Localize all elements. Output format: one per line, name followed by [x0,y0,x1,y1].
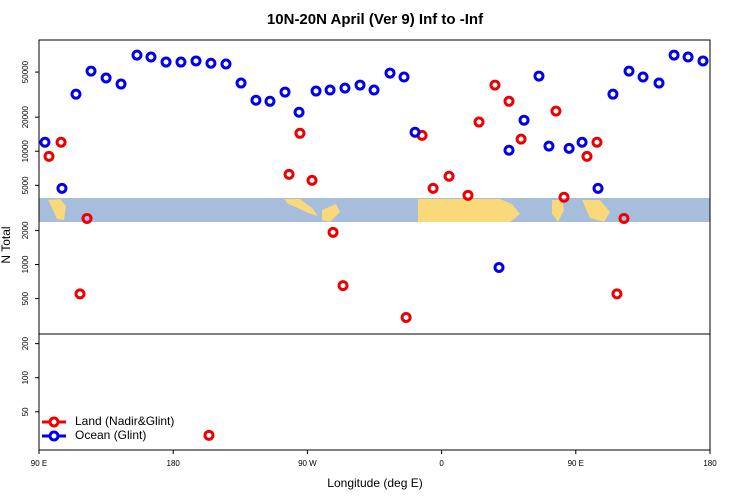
y-tick-label: 50 [21,407,30,416]
point [637,71,649,83]
point [503,144,515,156]
point [398,71,410,83]
point [354,79,366,91]
point [581,150,593,162]
point [515,133,527,145]
point [324,84,336,96]
legend-marker [48,430,60,442]
x-tick-label: 180 [167,459,181,468]
point [682,51,694,63]
point [203,429,215,441]
point [55,136,67,148]
point [576,136,588,148]
plot-frame [38,39,711,451]
x-axis-label: Longitude (deg E) [327,476,422,490]
point [697,55,709,67]
y-tick-label: 100 [21,371,30,385]
point [518,114,530,126]
point [250,94,262,106]
point [131,49,143,61]
point [115,78,127,90]
point [327,226,339,238]
point [74,288,86,300]
point [56,182,68,194]
point [220,58,232,70]
point [473,116,485,128]
point [70,88,82,100]
point [653,77,665,89]
x-tick-label: 90 W [298,459,317,468]
point [175,56,187,68]
point [618,212,630,224]
point [591,136,603,148]
legend-label: Land (Nadir&Glint) [75,414,174,428]
point [339,82,351,94]
point [306,174,318,186]
point [400,312,412,324]
point [39,136,51,148]
y-tick-label: 20000 [21,105,30,128]
ocean-band [39,198,710,222]
y-tick-label: 10000 [21,140,30,163]
y-tick-label: 50000 [21,60,30,83]
point [493,262,505,274]
point [235,77,247,89]
point [550,105,562,117]
y-tick-label: 5000 [21,176,30,194]
point [160,56,172,68]
point [294,127,306,139]
y-tick-label: 200 [21,336,30,350]
point [310,85,322,97]
point [145,51,157,63]
point [368,84,380,96]
chart-title: 10N-20N April (Ver 9) Inf to -Inf [267,11,484,28]
point [81,212,93,224]
point [409,126,421,138]
x-tick-label: 90 E [568,459,584,468]
legend-marker [48,416,60,428]
point [533,70,545,82]
point [427,182,439,194]
x-tick-label: 180 [703,459,717,468]
point [668,49,680,61]
point [205,57,217,69]
x-tick-label: 90 E [31,459,47,468]
legend-label: Ocean (Glint) [75,428,146,442]
point [85,65,97,77]
point [607,88,619,100]
point [563,142,575,154]
point [293,106,305,118]
land-shape [552,200,564,222]
point [543,140,555,152]
y-tick-label: 2000 [21,221,30,239]
point [264,95,276,107]
point [611,288,623,300]
point [190,55,202,67]
x-tick-label: 0 [439,459,444,468]
y-axis-label: N Total [0,226,13,263]
point [462,189,474,201]
point [100,72,112,84]
y-tick-label: 500 [21,291,30,305]
point [489,79,501,91]
point [503,95,515,107]
land-shape [48,199,66,220]
land-shape [418,199,520,222]
map-strip [39,198,710,222]
land-shape [284,199,318,216]
point [592,182,604,194]
land-shape [582,200,610,222]
point [623,65,635,77]
point [283,168,295,180]
point [337,280,349,292]
point [384,67,396,79]
point [43,150,55,162]
point [279,86,291,98]
point [443,170,455,182]
land-shape [322,204,340,222]
y-tick-label: 1000 [21,255,30,273]
point [558,191,570,203]
